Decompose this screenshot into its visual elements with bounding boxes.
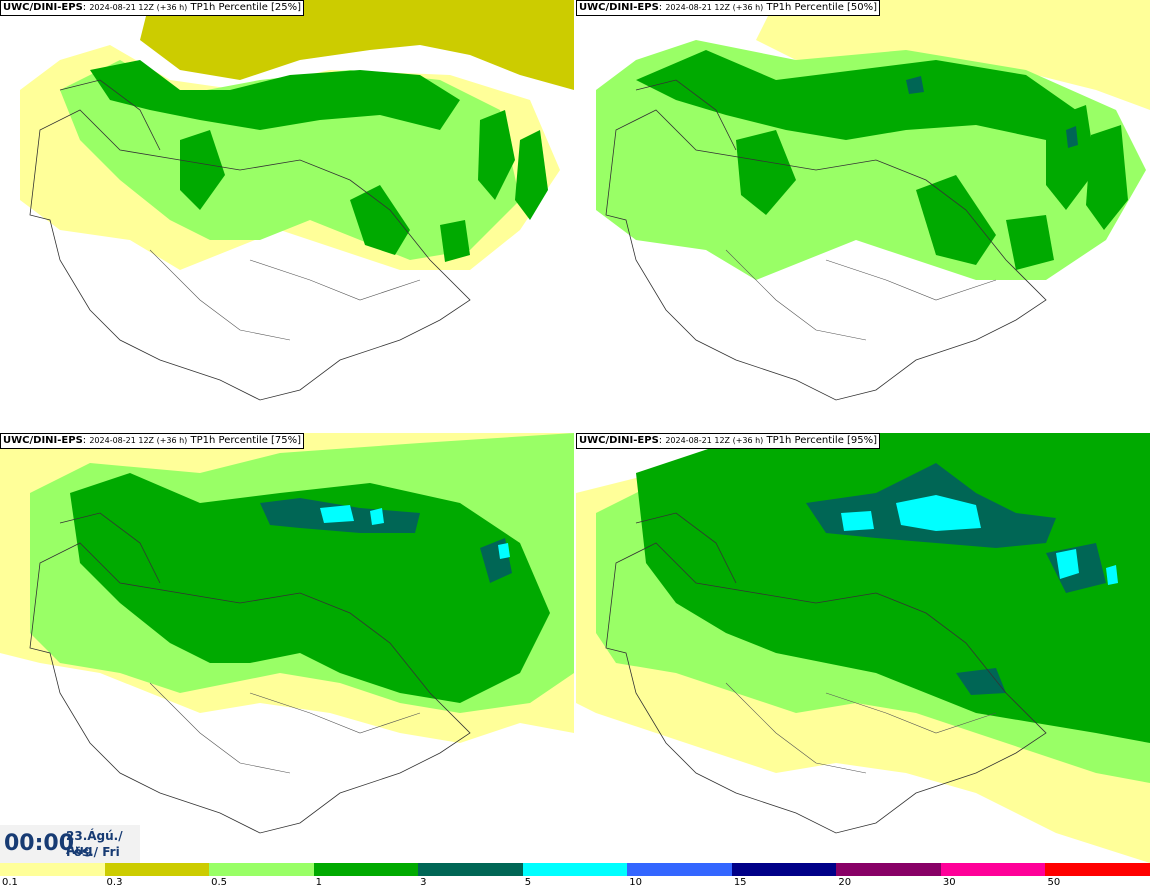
legend-swatch xyxy=(209,863,315,876)
legend-swatch xyxy=(418,863,524,876)
panel-title: UWC/DINI-EPS: 2024-08-21 12Z (+36 h) TP1… xyxy=(0,433,305,449)
precip-map-p95 xyxy=(576,433,1150,863)
legend-tick-label: 10 xyxy=(629,877,642,888)
legend-swatch xyxy=(104,863,210,876)
legend-swatch xyxy=(940,863,1046,876)
legend-tick-label: 30 xyxy=(942,877,956,888)
legend-swatch xyxy=(522,863,628,876)
valid-date: 23.Ágú./ Aug xyxy=(66,829,123,857)
legend-swatch xyxy=(1045,863,1150,876)
legend-swatch xyxy=(731,863,837,876)
legend-tick-label: 15 xyxy=(733,877,747,888)
legend-swatch xyxy=(836,863,942,876)
panel-p25: UWC/DINI-EPS: 2024-08-21 12Z (+36 h) TP1… xyxy=(0,0,574,430)
color-legend: 0.1 0.3 0.5 1 3 5 10 15 20 30 50 xyxy=(0,863,1150,891)
legend-tick-label: 20 xyxy=(838,877,852,888)
legend-tick-label: 1 xyxy=(315,877,322,888)
legend-tick-label: 3 xyxy=(420,877,427,888)
panel-p50: UWC/DINI-EPS: 2024-08-21 12Z (+36 h) TP1… xyxy=(576,0,1150,430)
precip-map-p50 xyxy=(576,0,1150,430)
precip-map-p25 xyxy=(0,0,574,430)
legend-tick-label: 0.3 xyxy=(106,877,123,888)
valid-time: 00:00 xyxy=(4,831,75,856)
legend-tick-label: 5 xyxy=(524,877,532,888)
legend-swatch xyxy=(0,863,106,876)
legend-tick-label: 0.5 xyxy=(211,877,227,888)
precip-map-p75 xyxy=(0,433,574,863)
panel-p95: UWC/DINI-EPS: 2024-08-21 12Z (+36 h) TP1… xyxy=(576,433,1150,863)
panel-title: UWC/DINI-EPS: 2024-08-21 12Z (+36 h) TP1… xyxy=(576,0,881,16)
panel-title: UWC/DINI-EPS: 2024-08-21 12Z (+36 h) TP1… xyxy=(576,433,881,449)
legend-tick-label: 50 xyxy=(1047,877,1061,888)
valid-weekday: Fös./ Fri xyxy=(66,845,120,859)
valid-time-box: 00:00 23.Ágú./ Aug Fös./ Fri xyxy=(0,825,140,863)
legend-swatch xyxy=(627,863,733,876)
legend-tick-label: 0.1 xyxy=(2,877,18,888)
panel-title: UWC/DINI-EPS: 2024-08-21 12Z (+36 h) TP1… xyxy=(0,0,305,16)
legend-swatch xyxy=(313,863,419,876)
panel-p75: UWC/DINI-EPS: 2024-08-21 12Z (+36 h) TP1… xyxy=(0,433,574,863)
